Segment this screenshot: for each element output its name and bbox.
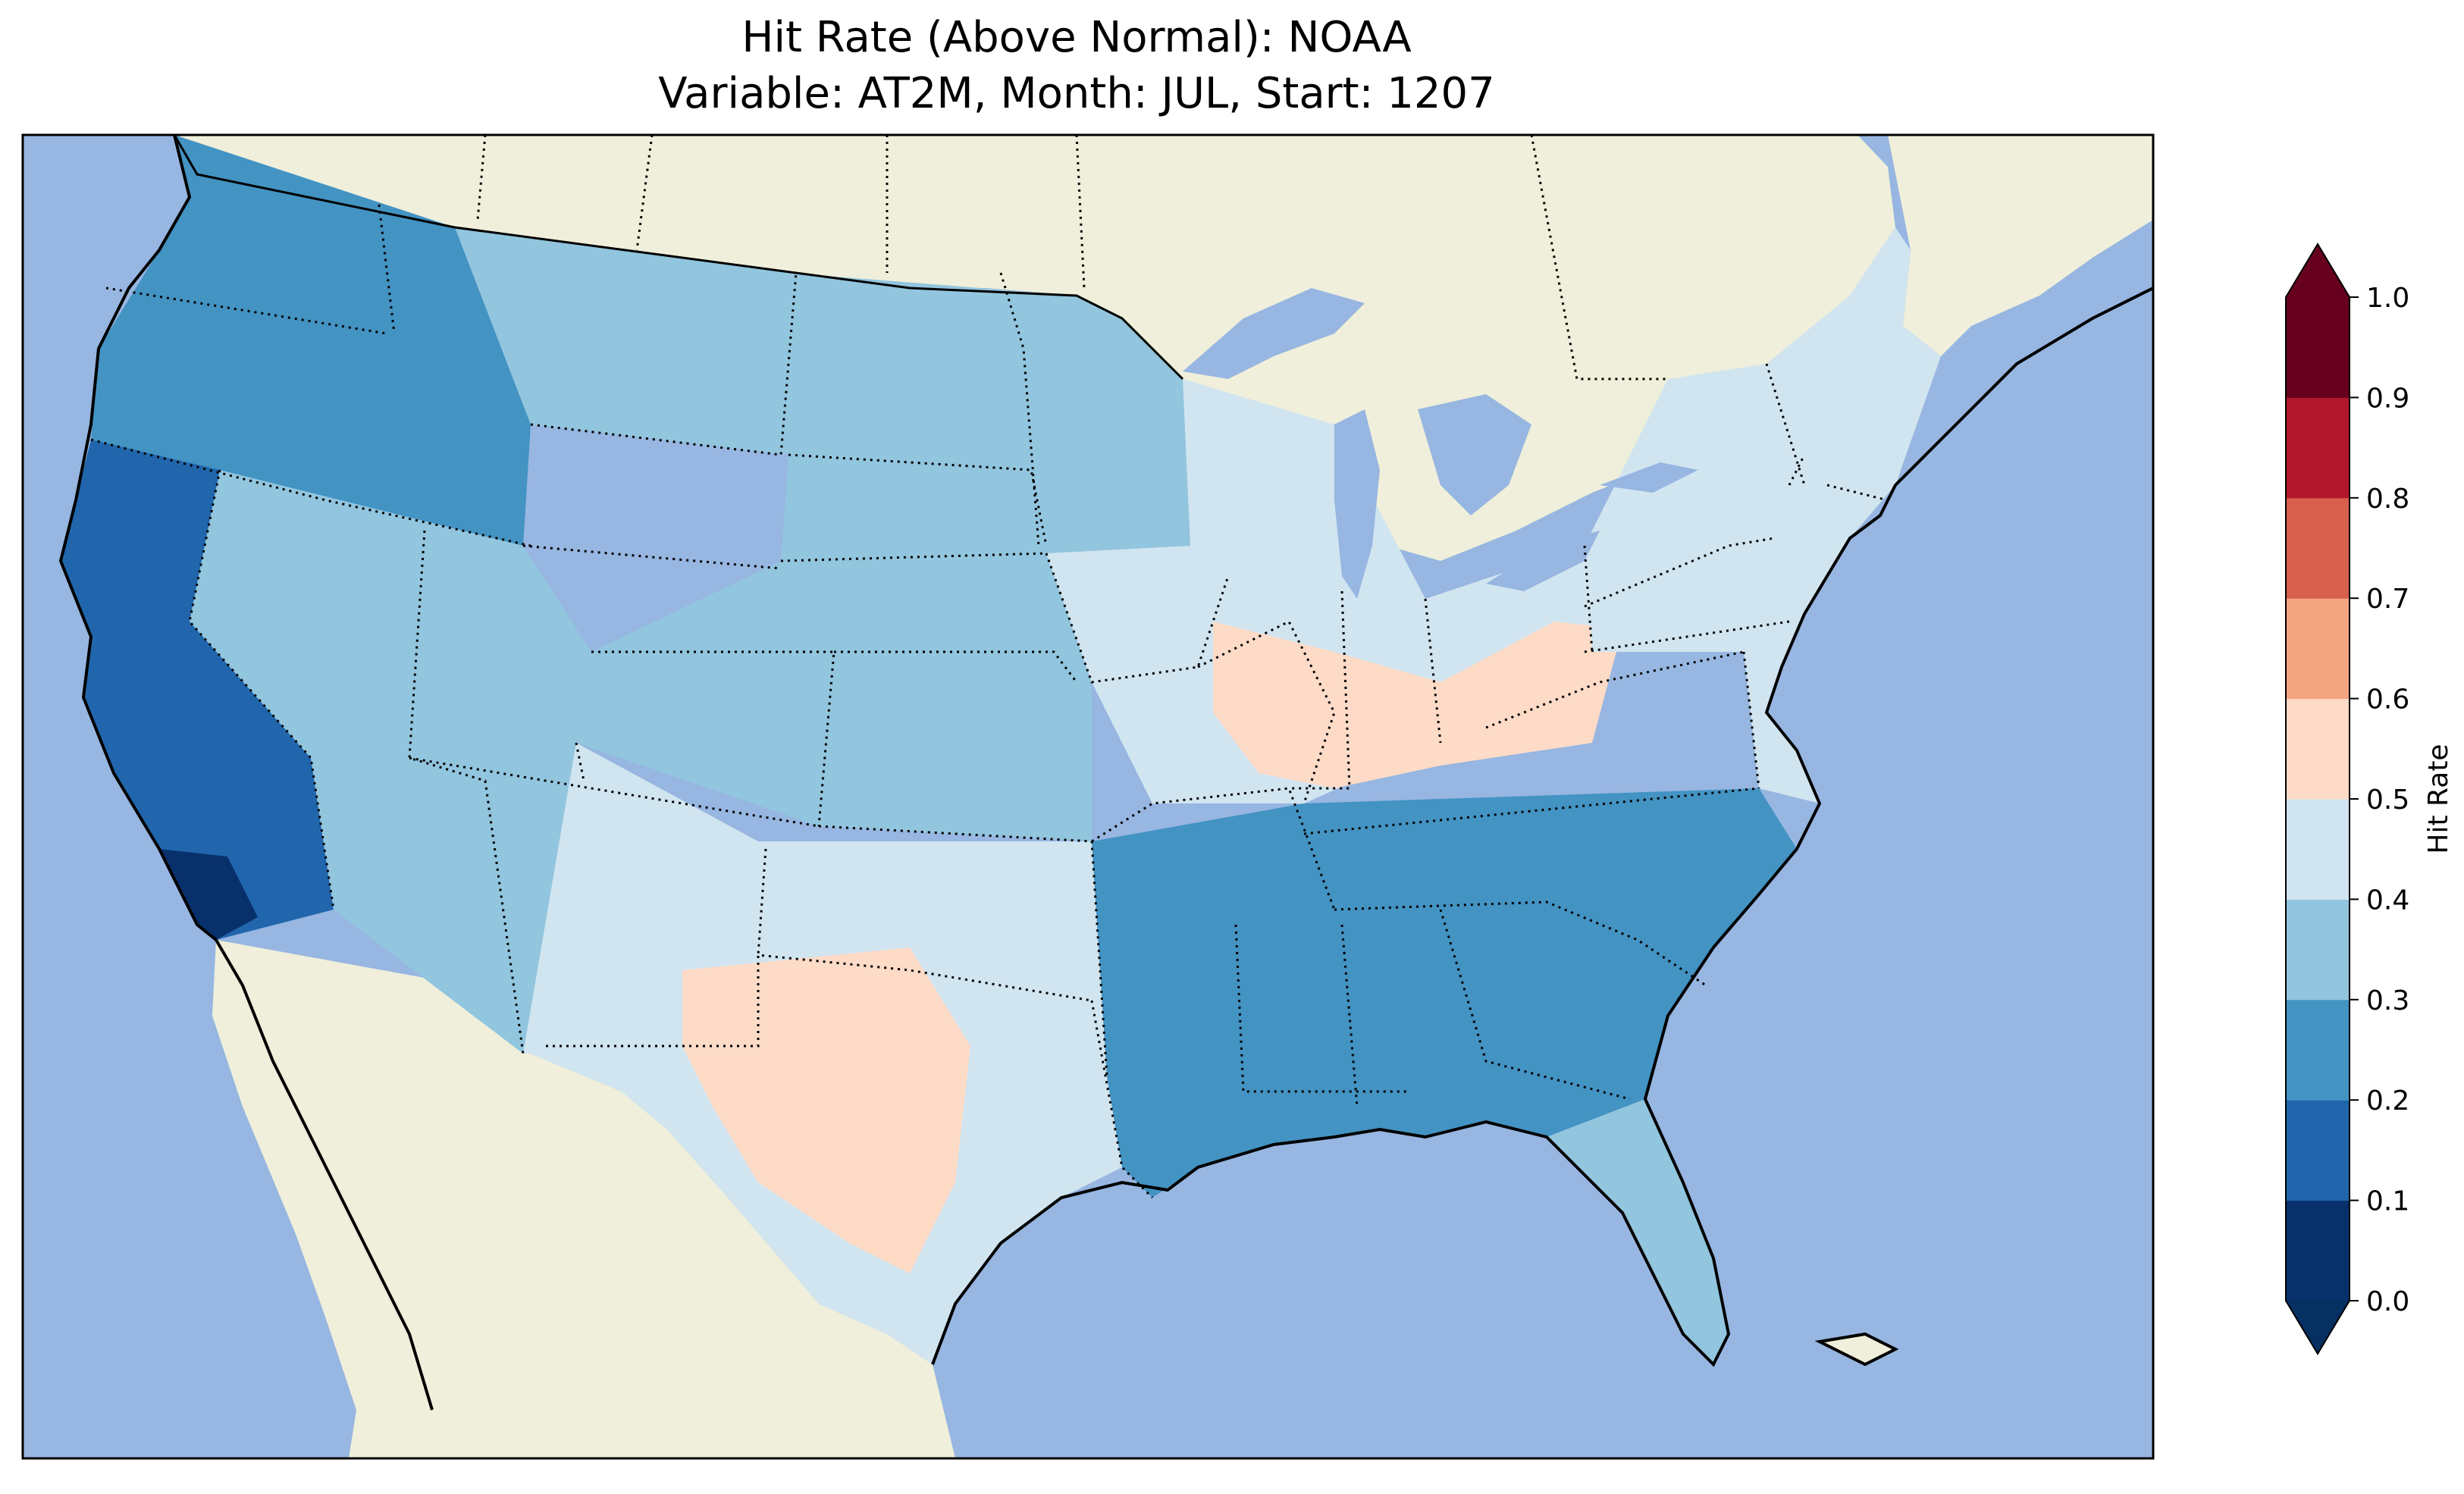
region-west-texas: [682, 947, 970, 1273]
colorbar-segment: [2286, 598, 2350, 700]
great-lakes: [1183, 288, 1698, 599]
region-northern-plains: [781, 273, 1190, 561]
colorbar-segment: [2286, 297, 2350, 398]
maritime-land: [1888, 135, 2153, 356]
colorbar-segment: [2286, 999, 2350, 1101]
region-southern-california: [159, 849, 258, 940]
lake-huron: [1418, 394, 1531, 515]
colorbar-over-arrow: [2286, 244, 2350, 297]
region-florida: [1547, 1099, 1729, 1364]
coastline: [58, 135, 2153, 1411]
state-boundaries: [90, 204, 1889, 1199]
colorbar-tick-label: 0.6: [2366, 684, 2409, 716]
region-great-basin: [190, 470, 591, 1054]
colorbar-tick-label: 0.1: [2366, 1186, 2409, 1217]
region-ohio-valley: [1213, 622, 1622, 788]
colorbar-tick-label: 0.0: [2366, 1286, 2409, 1317]
colorbar-under-arrow: [2286, 1301, 2350, 1354]
province-boundaries: [476, 135, 1668, 381]
lake-ontario: [1600, 462, 1698, 493]
lake-erie: [1486, 531, 1600, 591]
baja-land: [212, 940, 432, 1425]
colorbar-tick-label: 0.4: [2366, 885, 2409, 916]
region-northern-rockies: [455, 227, 788, 455]
region-central-plains: [576, 553, 1092, 841]
colorbar-segment: [2286, 497, 2350, 599]
lake-michigan: [1334, 409, 1380, 599]
lake-superior: [1183, 288, 1365, 379]
colorbar-tick-label: 0.7: [2366, 584, 2409, 615]
colorbar-label: Hit Rate: [2423, 744, 2454, 853]
region-southeast: [1092, 788, 1797, 1198]
region-northwest: [91, 135, 531, 546]
map-frame: [21, 133, 2155, 1460]
cuba-land: [1820, 1334, 1895, 1364]
hit-rate-field: [61, 135, 1941, 1364]
colorbar-tick-label: 1.0: [2366, 283, 2409, 314]
us-canada-border: [173, 135, 1184, 381]
colorbar: 0.0 0.1 0.2 0.3 0.4 0.5 0.6 0.7 0.8 0.9 1.0: [2285, 243, 2409, 1355]
colorbar-segment: [2286, 899, 2350, 1001]
map-subtitle: Variable: AT2M, Month: JUL, Start: 1207: [658, 69, 1495, 118]
colorbar-tick-label: 0.2: [2366, 1085, 2409, 1117]
region-california: [61, 440, 334, 940]
colorbar-segment: [2286, 1200, 2350, 1301]
colorbar-segment: [2286, 799, 2350, 900]
colorbar-segment: [2286, 397, 2350, 499]
colorbar-segment: [2286, 698, 2350, 800]
colorbar-tick-label: 0.5: [2366, 785, 2409, 816]
map-title: Hit Rate (Above Normal): NOAA: [741, 13, 1412, 62]
colorbar-segment: [2286, 1100, 2350, 1201]
colorbar-tick-label: 0.3: [2366, 985, 2409, 1016]
colorbar-tick-label: 0.8: [2366, 484, 2409, 515]
map-panel: [23, 135, 2153, 1458]
region-northeast: [1585, 227, 1941, 803]
colorbar-tick-label: 0.9: [2366, 383, 2409, 414]
